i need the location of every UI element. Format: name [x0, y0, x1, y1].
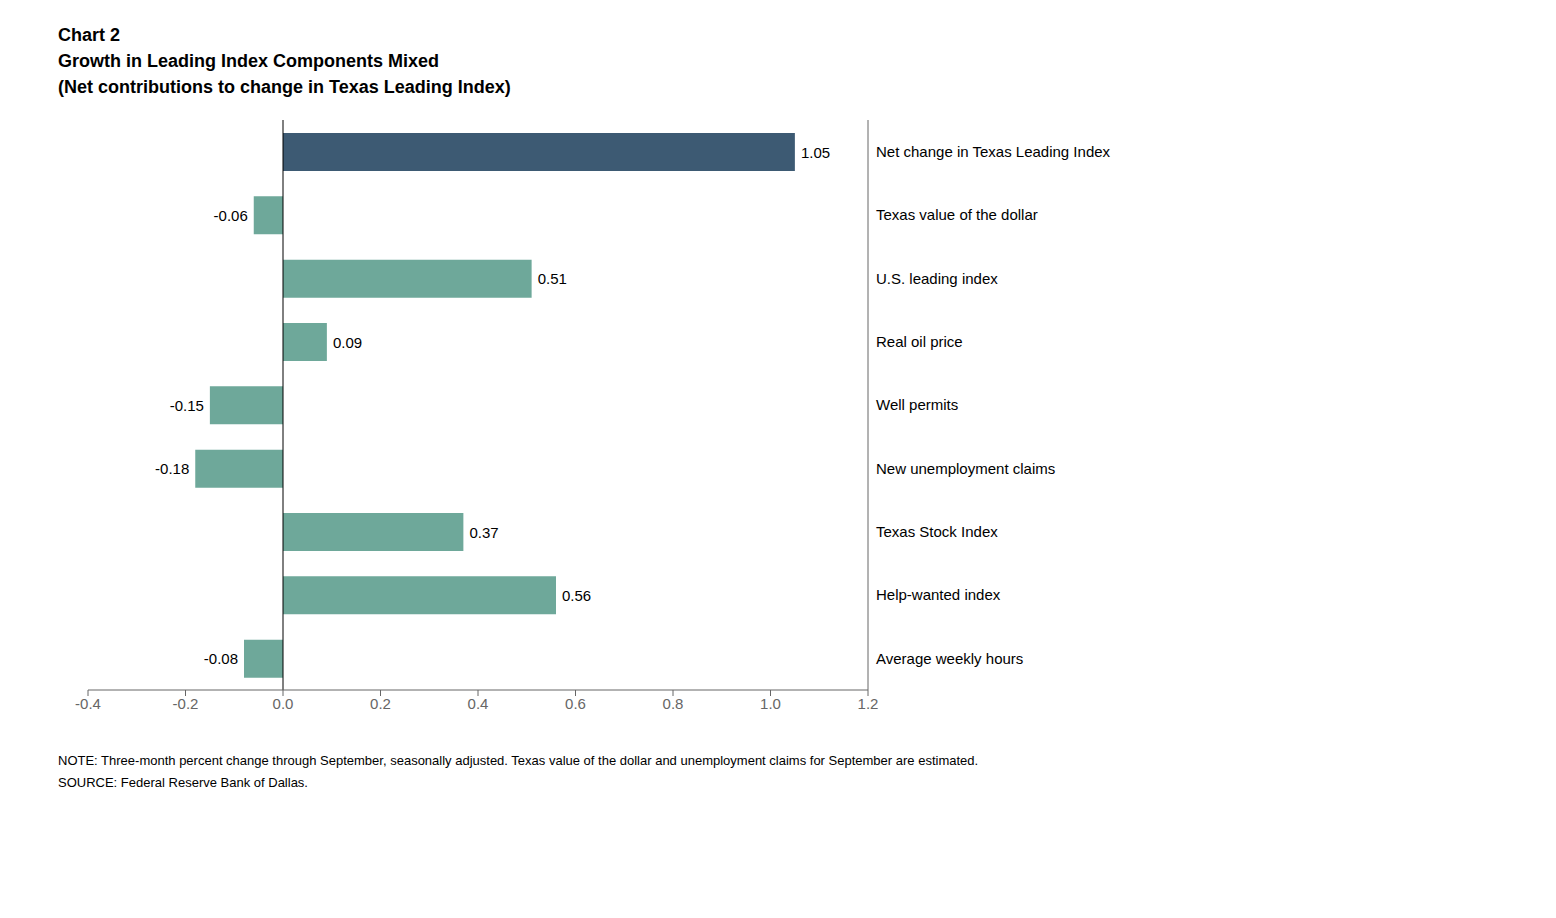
svg-text:0.09: 0.09	[333, 334, 362, 351]
svg-text:Well permits: Well permits	[876, 396, 958, 413]
svg-text:-0.4: -0.4	[75, 695, 101, 712]
svg-text:New unemployment claims: New unemployment claims	[876, 460, 1055, 477]
svg-text:-0.06: -0.06	[214, 207, 248, 224]
svg-text:1.05: 1.05	[801, 144, 830, 161]
svg-text:-0.18: -0.18	[155, 460, 189, 477]
svg-text:0.0: 0.0	[273, 695, 294, 712]
svg-text:Average weekly hours: Average weekly hours	[876, 650, 1023, 667]
svg-text:-0.2: -0.2	[173, 695, 199, 712]
svg-text:1.0: 1.0	[760, 695, 781, 712]
svg-text:Net change in Texas Leading In: Net change in Texas Leading Index	[876, 143, 1111, 160]
svg-text:-0.08: -0.08	[204, 650, 238, 667]
html-text:Growth in Leading Index Compon: Growth in Leading Index Components Mixed	[58, 51, 439, 71]
svg-text:0.6: 0.6	[565, 695, 586, 712]
svg-text:0.51: 0.51	[538, 270, 567, 287]
svg-text:Texas Stock Index: Texas Stock Index	[876, 523, 998, 540]
svg-text:Real oil price: Real oil price	[876, 333, 963, 350]
html-text:(Net contributions to change i: (Net contributions to change in Texas Le…	[58, 77, 511, 97]
svg-text:1.2: 1.2	[858, 695, 879, 712]
svg-text:Help-wanted index: Help-wanted index	[876, 586, 1001, 603]
html-text:Chart 2: Chart 2	[58, 25, 120, 45]
svg-text:0.56: 0.56	[562, 587, 591, 604]
svg-text:U.S. leading index: U.S. leading index	[876, 270, 998, 287]
svg-text:Texas value of the dollar: Texas value of the dollar	[876, 206, 1038, 223]
svg-text:0.37: 0.37	[469, 524, 498, 541]
svg-text:0.4: 0.4	[468, 695, 489, 712]
svg-text:0.2: 0.2	[370, 695, 391, 712]
html-text:NOTE: Three-month percent chan: NOTE: Three-month percent change through…	[58, 753, 979, 768]
html-text:SOURCE: Federal Reserve Bank o: SOURCE: Federal Reserve Bank of Dallas.	[58, 775, 308, 790]
svg-text:0.8: 0.8	[663, 695, 684, 712]
svg-text:-0.15: -0.15	[170, 397, 204, 414]
